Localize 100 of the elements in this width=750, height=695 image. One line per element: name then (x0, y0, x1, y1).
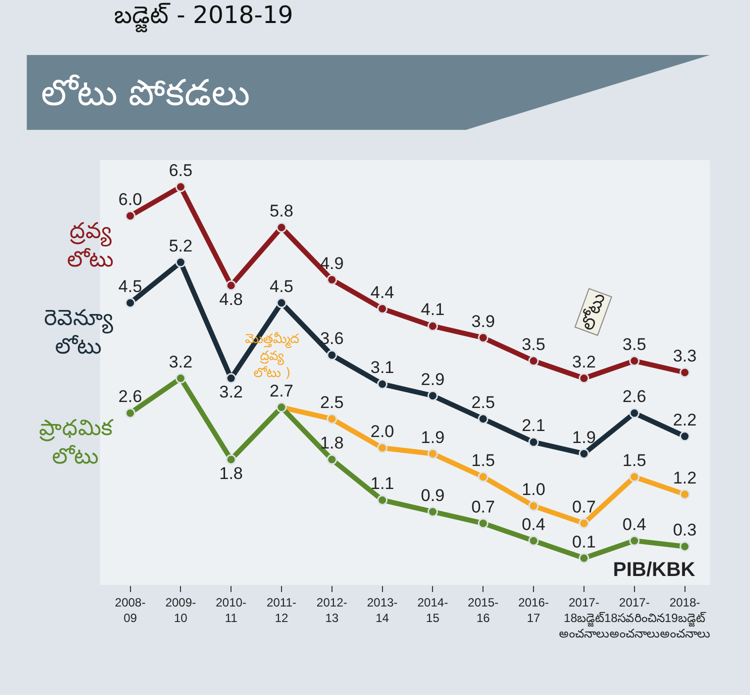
data-label: 1.8 (320, 434, 344, 453)
point (578, 448, 590, 459)
x-tick-label: 2014- 15 (417, 595, 448, 625)
data-label: 4.5 (118, 277, 142, 296)
point (629, 356, 640, 366)
x-tick-label: 2009- 10 (165, 595, 196, 625)
point (427, 320, 438, 332)
data-label: 5.8 (270, 202, 294, 221)
data-label: 1.9 (572, 428, 596, 447)
point (427, 506, 438, 517)
point (478, 414, 488, 424)
point (276, 222, 287, 233)
point (427, 390, 438, 401)
point (377, 442, 388, 454)
point (680, 541, 690, 552)
data-label: 1.5 (622, 451, 646, 470)
x-tick-label: 2015- 16 (468, 595, 498, 625)
point (175, 373, 186, 384)
data-label: 4.8 (219, 290, 243, 309)
data-label: 2.5 (320, 393, 344, 412)
point (125, 210, 136, 222)
x-tick-label: 2013- 14 (366, 595, 398, 625)
point (629, 472, 640, 482)
point (427, 448, 438, 459)
data-label: 6.5 (168, 161, 192, 180)
data-label: 1.5 (471, 451, 495, 470)
data-label: 3.5 (622, 335, 646, 354)
x-tick-label: 2008- 09 (114, 595, 146, 625)
point (175, 182, 186, 192)
series-label: ప్రాధమిక లోటు (39, 416, 114, 470)
point (680, 367, 690, 378)
point (326, 274, 338, 285)
point (528, 436, 539, 448)
point (528, 500, 539, 512)
point (680, 489, 690, 500)
point (326, 350, 338, 360)
point (680, 431, 690, 442)
point (175, 257, 186, 268)
series-label: ద్రవ్య లోటు (67, 219, 114, 273)
data-label: 3.2 (572, 352, 596, 372)
data-label: 0.7 (572, 497, 596, 516)
point (276, 298, 287, 308)
chart-subtitle: లోటు పోకడలు (41, 73, 250, 114)
data-label: 1.9 (420, 428, 445, 447)
x-tick-label: 2010- 11 (216, 595, 246, 625)
point (578, 552, 590, 564)
point (578, 373, 590, 384)
point (377, 378, 388, 390)
x-tick-label: 2012- 13 (316, 595, 348, 625)
series-label: రెవెన్యూ లోటు (44, 306, 114, 360)
point (125, 408, 136, 418)
data-label: 0.4 (622, 514, 646, 534)
data-label: 0.7 (471, 497, 495, 516)
data-label: 0.1 (572, 532, 596, 552)
data-label: 0.3 (672, 520, 697, 540)
data-label: 4.9 (320, 254, 344, 273)
point (226, 280, 236, 291)
data-label: 3.2 (219, 382, 243, 402)
data-label: 2.2 (672, 410, 697, 430)
point (478, 472, 488, 482)
point (528, 356, 539, 366)
x-tick-label: 2016- 17 (518, 595, 549, 625)
point (326, 414, 338, 424)
data-label: 3.5 (522, 335, 546, 354)
point (326, 454, 338, 465)
data-label: 2.9 (420, 370, 445, 389)
data-label: 2.6 (622, 387, 646, 406)
data-label: 4.4 (370, 282, 394, 302)
point (629, 535, 640, 546)
data-label: 2.6 (118, 387, 142, 406)
data-label: 2.1 (522, 416, 546, 436)
point (226, 373, 236, 384)
annotation: లోటు (576, 290, 610, 334)
data-label: 1.0 (522, 480, 546, 500)
data-label: 3.1 (370, 358, 394, 378)
data-label: 0.4 (522, 514, 546, 534)
data-label: 6.0 (118, 190, 142, 210)
data-label: 3.2 (168, 352, 192, 372)
point (226, 454, 236, 465)
point (528, 535, 539, 546)
text: PIB/KBK (613, 559, 696, 581)
point (478, 518, 488, 529)
x-tick-label: 2011- 12 (266, 595, 296, 625)
data-label: 2.5 (471, 393, 495, 412)
point (629, 408, 640, 418)
data-label: 3.3 (672, 346, 697, 366)
chart-title: బడ్జెట్ - 2018-19 (114, 1, 294, 33)
point (377, 494, 388, 506)
data-label: 1.2 (672, 468, 697, 488)
point (377, 303, 388, 314)
data-label: 2.0 (370, 422, 394, 442)
data-label: 2.7 (270, 381, 294, 400)
point (478, 332, 488, 343)
data-label: 1.1 (370, 474, 394, 494)
data-label: 1.8 (219, 464, 243, 483)
point (578, 518, 590, 529)
data-label: 4.1 (420, 300, 445, 320)
data-label: 3.9 (471, 312, 495, 331)
data-label: 5.2 (168, 236, 192, 256)
point (125, 298, 136, 308)
